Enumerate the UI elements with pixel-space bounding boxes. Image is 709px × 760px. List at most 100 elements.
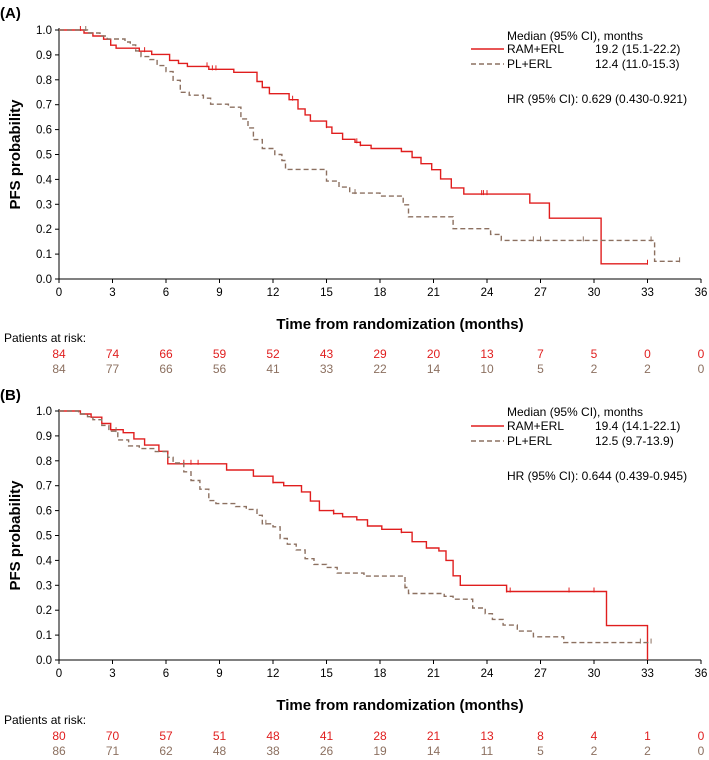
at-risk-count-pl-erl: 5 bbox=[537, 744, 544, 758]
at-risk-count-pl-erl: 0 bbox=[698, 744, 705, 758]
at-risk-count-ram-erl: 4 bbox=[591, 729, 598, 743]
y-tick-label: 0.6 bbox=[36, 125, 52, 137]
km-panel-a: (A)0.00.10.20.30.40.50.60.70.80.91.00 3 6 9… bbox=[0, 5, 707, 376]
at-risk-count-pl-erl: 33 bbox=[320, 362, 334, 376]
at-risk-count-pl-erl: 2 bbox=[644, 744, 651, 758]
x-axis-label: Time from randomization (months) bbox=[276, 697, 523, 714]
legend-entry-median: 12.5 (9.7-13.9) bbox=[595, 434, 674, 448]
km-curve-ram-erl bbox=[59, 29, 648, 265]
at-risk-count-ram-erl: 13 bbox=[480, 729, 494, 743]
x-tick-label: 21 bbox=[427, 668, 440, 680]
y-tick-label: 0.5 bbox=[36, 150, 52, 162]
panel-label: (A) bbox=[0, 5, 21, 22]
at-risk-count-pl-erl: 41 bbox=[266, 362, 280, 376]
x-tick-label: 27 bbox=[534, 287, 547, 299]
km-curve-pl-erl bbox=[59, 29, 680, 262]
x-axis-label: Time from randomization (months) bbox=[276, 316, 523, 333]
at-risk-count-pl-erl: 84 bbox=[52, 362, 66, 376]
y-tick-label: 0.8 bbox=[36, 75, 52, 87]
at-risk-count-ram-erl: 43 bbox=[320, 347, 334, 361]
legend-entry-median: 12.4 (11.0-15.3) bbox=[595, 57, 680, 71]
x-tick-label: 9 bbox=[216, 668, 222, 680]
panel-label: (B) bbox=[0, 387, 21, 404]
at-risk-count-ram-erl: 84 bbox=[52, 347, 66, 361]
at-risk-count-pl-erl: 0 bbox=[698, 362, 705, 376]
at-risk-count-ram-erl: 13 bbox=[480, 347, 494, 361]
at-risk-count-pl-erl: 66 bbox=[159, 362, 173, 376]
at-risk-count-pl-erl: 26 bbox=[320, 744, 334, 758]
at-risk-count-ram-erl: 0 bbox=[644, 347, 651, 361]
at-risk-count-pl-erl: 11 bbox=[481, 744, 494, 758]
at-risk-count-pl-erl: 48 bbox=[213, 744, 227, 758]
at-risk-count-ram-erl: 8 bbox=[537, 729, 544, 743]
x-tick-label: 24 bbox=[481, 287, 494, 299]
x-tick-label: 6 bbox=[163, 287, 169, 299]
at-risk-count-ram-erl: 28 bbox=[373, 729, 387, 743]
x-tick-label: 3 bbox=[109, 287, 115, 299]
at-risk-count-ram-erl: 20 bbox=[427, 347, 441, 361]
legend-entry-median: 19.2 (15.1-22.2) bbox=[595, 42, 680, 56]
at-risk-count-ram-erl: 51 bbox=[213, 729, 227, 743]
y-tick-label: 0.1 bbox=[36, 249, 52, 261]
at-risk-count-ram-erl: 21 bbox=[427, 729, 441, 743]
x-tick-label: 15 bbox=[320, 287, 333, 299]
x-tick-label: 30 bbox=[588, 287, 601, 299]
at-risk-count-ram-erl: 52 bbox=[266, 347, 280, 361]
at-risk-count-pl-erl: 71 bbox=[106, 744, 120, 758]
x-tick-label: 0 bbox=[56, 668, 62, 680]
y-tick-label: 0.9 bbox=[36, 50, 52, 62]
y-tick-label: 0.2 bbox=[36, 605, 52, 617]
at-risk-count-ram-erl: 1 bbox=[644, 729, 651, 743]
km-curve-ram-erl bbox=[59, 410, 649, 660]
y-tick-label: 0.7 bbox=[36, 100, 52, 112]
at-risk-count-ram-erl: 5 bbox=[591, 347, 598, 361]
at-risk-count-pl-erl: 62 bbox=[159, 744, 173, 758]
x-tick-label: 18 bbox=[374, 668, 387, 680]
y-tick-label: 1.0 bbox=[36, 25, 52, 37]
at-risk-count-pl-erl: 2 bbox=[591, 362, 598, 376]
hazard-ratio-text: HR (95% CI): 0.629 (0.430-0.921) bbox=[507, 92, 687, 106]
at-risk-count-pl-erl: 19 bbox=[373, 744, 387, 758]
x-tick-label: 18 bbox=[374, 287, 387, 299]
y-tick-label: 0.7 bbox=[36, 481, 52, 493]
at-risk-count-ram-erl: 41 bbox=[320, 729, 334, 743]
y-tick-label: 0.5 bbox=[36, 531, 52, 543]
x-tick-label: 24 bbox=[481, 668, 494, 680]
legend-title: Median (95% CI), months bbox=[507, 29, 643, 43]
at-risk-count-pl-erl: 56 bbox=[213, 362, 227, 376]
x-tick-label: 36 bbox=[695, 287, 708, 299]
x-tick-label: 33 bbox=[641, 287, 654, 299]
y-tick-label: 0.0 bbox=[36, 655, 52, 667]
at-risk-count-ram-erl: 57 bbox=[159, 729, 173, 743]
at-risk-count-ram-erl: 66 bbox=[159, 347, 173, 361]
legend-entry-name: PL+ERL bbox=[507, 434, 552, 448]
y-tick-label: 0.4 bbox=[36, 555, 53, 567]
at-risk-count-ram-erl: 70 bbox=[106, 729, 120, 743]
at-risk-count-pl-erl: 77 bbox=[106, 362, 120, 376]
at-risk-count-ram-erl: 0 bbox=[698, 729, 705, 743]
x-tick-label: 30 bbox=[588, 668, 601, 680]
x-tick-label: 9 bbox=[216, 287, 222, 299]
y-tick-label: 0.3 bbox=[36, 580, 52, 592]
at-risk-count-pl-erl: 5 bbox=[537, 362, 544, 376]
y-tick-label: 0.6 bbox=[36, 506, 52, 518]
legend-entry-name: RAM+ERL bbox=[507, 419, 564, 433]
x-tick-label: 12 bbox=[267, 287, 280, 299]
at-risk-count-pl-erl: 2 bbox=[644, 362, 651, 376]
y-axis-label: PFS probability bbox=[7, 99, 24, 210]
patients-at-risk-title: Patients at risk: bbox=[4, 331, 86, 345]
x-tick-label: 21 bbox=[427, 287, 440, 299]
x-tick-label: 36 bbox=[695, 668, 708, 680]
at-risk-count-ram-erl: 59 bbox=[213, 347, 227, 361]
at-risk-count-pl-erl: 22 bbox=[373, 362, 387, 376]
at-risk-count-pl-erl: 14 bbox=[427, 744, 441, 758]
at-risk-count-ram-erl: 0 bbox=[698, 347, 705, 361]
hazard-ratio-text: HR (95% CI): 0.644 (0.439-0.945) bbox=[507, 469, 687, 483]
y-axis-label: PFS probability bbox=[7, 480, 24, 591]
at-risk-count-pl-erl: 86 bbox=[52, 744, 66, 758]
at-risk-count-pl-erl: 38 bbox=[266, 744, 280, 758]
legend-entry-name: RAM+ERL bbox=[507, 42, 564, 56]
at-risk-count-pl-erl: 2 bbox=[591, 744, 598, 758]
x-tick-label: 3 bbox=[109, 668, 115, 680]
